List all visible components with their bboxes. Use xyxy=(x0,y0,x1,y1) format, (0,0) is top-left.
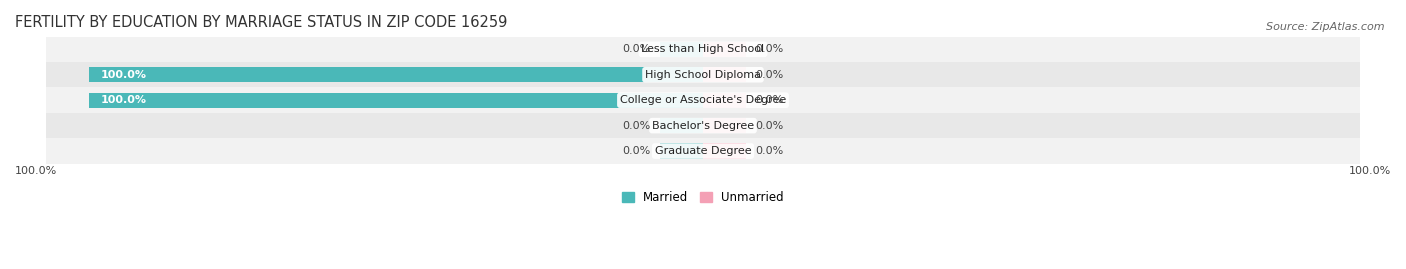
Bar xyxy=(89,67,703,82)
Text: 0.0%: 0.0% xyxy=(755,146,783,156)
Text: 100.0%: 100.0% xyxy=(101,95,148,105)
Text: 0.0%: 0.0% xyxy=(623,121,651,131)
Text: Source: ZipAtlas.com: Source: ZipAtlas.com xyxy=(1267,22,1385,31)
Bar xyxy=(703,93,747,108)
Bar xyxy=(659,118,703,133)
Text: High School Diploma: High School Diploma xyxy=(645,70,761,80)
Text: 100.0%: 100.0% xyxy=(15,165,58,176)
Text: 0.0%: 0.0% xyxy=(755,70,783,80)
Bar xyxy=(703,67,747,82)
Legend: Married, Unmarried: Married, Unmarried xyxy=(617,186,789,208)
Bar xyxy=(46,113,1360,138)
Text: 0.0%: 0.0% xyxy=(755,95,783,105)
Bar xyxy=(659,143,703,159)
Bar xyxy=(703,42,747,57)
Text: College or Associate's Degree: College or Associate's Degree xyxy=(620,95,786,105)
Text: FERTILITY BY EDUCATION BY MARRIAGE STATUS IN ZIP CODE 16259: FERTILITY BY EDUCATION BY MARRIAGE STATU… xyxy=(15,15,508,30)
Text: Graduate Degree: Graduate Degree xyxy=(655,146,751,156)
Bar xyxy=(89,93,703,108)
Bar xyxy=(46,37,1360,62)
Text: 0.0%: 0.0% xyxy=(755,44,783,54)
Text: 0.0%: 0.0% xyxy=(755,121,783,131)
Bar xyxy=(46,62,1360,87)
Bar xyxy=(46,87,1360,113)
Bar xyxy=(659,42,703,57)
Text: Bachelor's Degree: Bachelor's Degree xyxy=(652,121,754,131)
Text: Less than High School: Less than High School xyxy=(641,44,765,54)
Bar xyxy=(46,138,1360,164)
Bar xyxy=(703,143,747,159)
Text: 0.0%: 0.0% xyxy=(623,146,651,156)
Bar xyxy=(703,118,747,133)
Text: 0.0%: 0.0% xyxy=(623,44,651,54)
Text: 100.0%: 100.0% xyxy=(101,70,148,80)
Text: 100.0%: 100.0% xyxy=(1348,165,1391,176)
